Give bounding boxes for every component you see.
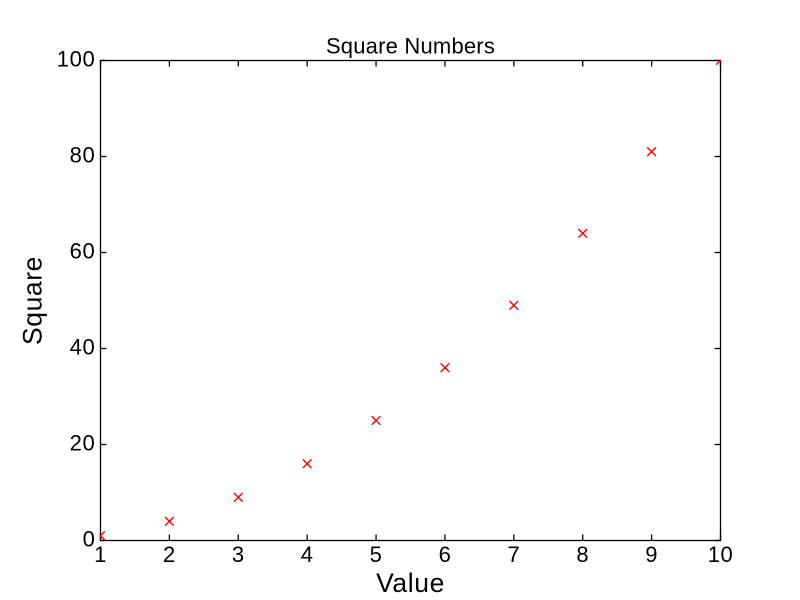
svg-text:40: 40 — [70, 335, 96, 360]
svg-text:Value: Value — [376, 568, 445, 598]
svg-text:10: 10 — [708, 542, 733, 567]
svg-text:Square Numbers: Square Numbers — [326, 33, 495, 58]
svg-text:7: 7 — [507, 542, 520, 567]
svg-text:5: 5 — [370, 542, 383, 567]
svg-text:80: 80 — [70, 143, 96, 168]
svg-text:Square: Square — [18, 256, 48, 345]
svg-text:9: 9 — [645, 542, 658, 567]
svg-text:0: 0 — [83, 527, 96, 552]
svg-text:2: 2 — [163, 542, 176, 567]
svg-text:6: 6 — [439, 542, 452, 567]
svg-text:100: 100 — [57, 47, 96, 72]
svg-text:4: 4 — [301, 542, 314, 567]
svg-text:3: 3 — [232, 542, 245, 567]
svg-text:60: 60 — [70, 239, 96, 264]
svg-text:20: 20 — [70, 431, 96, 456]
svg-text:1: 1 — [94, 542, 107, 567]
svg-text:8: 8 — [576, 542, 589, 567]
